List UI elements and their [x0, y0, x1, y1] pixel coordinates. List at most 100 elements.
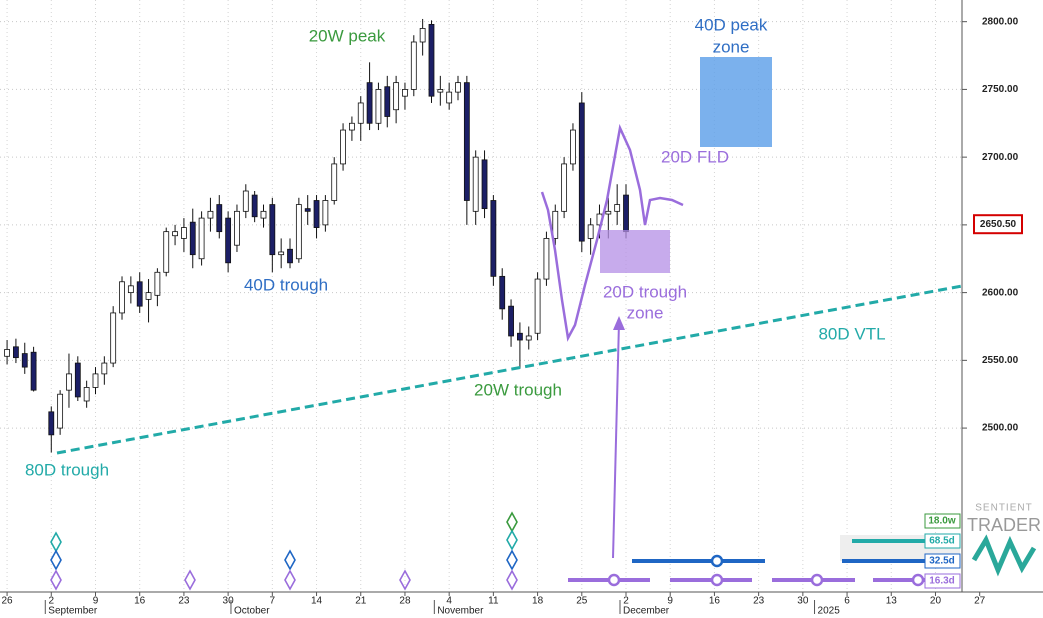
- month-label: December: [623, 606, 670, 617]
- annotation: 40D trough: [244, 275, 328, 294]
- y-tick-label: 2750.00: [982, 84, 1019, 95]
- y-tick-label: 2800.00: [982, 16, 1019, 27]
- candle-body: [393, 82, 400, 111]
- x-tick-label: 2: [49, 596, 55, 607]
- candle-body: [172, 231, 178, 237]
- candle-body: [578, 102, 585, 242]
- candle-body: [4, 349, 10, 357]
- candle-body: [428, 23, 435, 97]
- cycle-point: [607, 573, 621, 587]
- candle-body: [490, 200, 497, 277]
- candle-body: [517, 332, 523, 341]
- candle-body: [21, 353, 28, 368]
- candle-body: [48, 411, 55, 436]
- cycle-tag: [924, 553, 961, 569]
- candle-body: [349, 122, 355, 131]
- month-label: November: [437, 606, 484, 617]
- grid: [0, 0, 962, 592]
- candle-body: [375, 89, 382, 124]
- candle-body: [304, 208, 311, 212]
- candle-body: [357, 102, 364, 124]
- y-tick-label: 2700.00: [982, 152, 1019, 163]
- cycle-point: [710, 573, 724, 587]
- cycle-panel: 18.0w 68.5d 32.5d 16.3d: [50, 511, 961, 591]
- candle-body: [189, 221, 196, 256]
- annotation: zone: [627, 303, 664, 322]
- cycle-label: 16.3d: [929, 576, 955, 587]
- candle-body: [127, 285, 134, 294]
- candle-body: [534, 278, 541, 334]
- candle-body: [543, 238, 550, 280]
- diamond: [506, 529, 518, 551]
- diamond: [506, 549, 518, 571]
- candle-body: [472, 156, 479, 212]
- logo-text: TRADER: [967, 515, 1041, 535]
- x-tick-label: 18: [532, 596, 544, 607]
- candle-body: [101, 362, 108, 375]
- x-tick-label: 30: [797, 596, 809, 607]
- candle-body: [66, 373, 72, 391]
- candle-body: [145, 292, 152, 300]
- x-tick-label: 11: [488, 596, 499, 607]
- candle-body: [499, 275, 506, 310]
- x-tick-label: 13: [886, 596, 898, 607]
- candle-body: [260, 210, 267, 219]
- candle-body: [561, 163, 568, 212]
- candle-body: [234, 210, 240, 246]
- candle-body: [119, 281, 125, 314]
- diamond: [399, 569, 411, 591]
- cycle-tag: [924, 573, 961, 589]
- candle-body: [313, 200, 320, 228]
- peak-zone: [700, 57, 772, 147]
- candle-body: [322, 200, 329, 226]
- candle-body: [446, 91, 453, 104]
- month-label: 2025: [818, 606, 841, 617]
- annotation: zone: [713, 37, 750, 56]
- candle-body: [419, 28, 426, 43]
- candle-body: [340, 129, 346, 165]
- annotation: 80D trough: [25, 460, 109, 479]
- candle-body: [437, 89, 444, 93]
- candle-body: [83, 387, 90, 402]
- x-tick-label: 16: [709, 596, 721, 607]
- candle-body: [110, 312, 117, 364]
- candle-body: [251, 194, 258, 218]
- cycle-tag: [924, 533, 961, 549]
- candle-body: [198, 217, 205, 260]
- cycle-label: 68.5d: [929, 536, 955, 547]
- month-label: October: [234, 606, 270, 617]
- annotation: 20D FLD: [661, 147, 729, 166]
- diamond: [50, 569, 62, 591]
- x-tick-label: 9: [93, 596, 99, 607]
- y-tick-label: 2550.00: [982, 355, 1019, 366]
- arrow: [612, 321, 620, 559]
- annotation: 80D VTL: [818, 324, 885, 343]
- candle-body: [455, 82, 461, 93]
- candle-body: [605, 210, 612, 215]
- x-tick-label: 16: [134, 596, 146, 607]
- price-label: 2650.50: [980, 219, 1017, 230]
- candle-body: [154, 271, 161, 296]
- annotation: 20D trough: [603, 282, 687, 301]
- candle-body: [587, 224, 594, 239]
- candle-body: [13, 346, 19, 359]
- candle-body: [552, 210, 559, 239]
- cycle-tag: [924, 513, 961, 529]
- cycle-point: [710, 554, 724, 568]
- price-box: [973, 214, 1023, 235]
- trough-zone: [600, 230, 670, 273]
- candle-body: [207, 210, 214, 219]
- candle-body: [57, 393, 64, 429]
- candle-body: [410, 41, 417, 90]
- fld-line: [540, 123, 684, 342]
- candle-body: [225, 217, 232, 264]
- axes: 2500.002550.002600.002650.002700.002750.…: [2, 16, 1023, 617]
- cycle-point: [810, 573, 824, 587]
- x-tick-label: 23: [178, 596, 190, 607]
- x-tick-label: 2: [623, 596, 629, 607]
- logo-text: SENTIENT: [975, 503, 1032, 514]
- candle-body: [331, 163, 338, 201]
- x-tick-label: 23: [753, 596, 765, 607]
- x-tick-label: 7: [270, 596, 276, 607]
- annotation: 20W peak: [309, 26, 386, 45]
